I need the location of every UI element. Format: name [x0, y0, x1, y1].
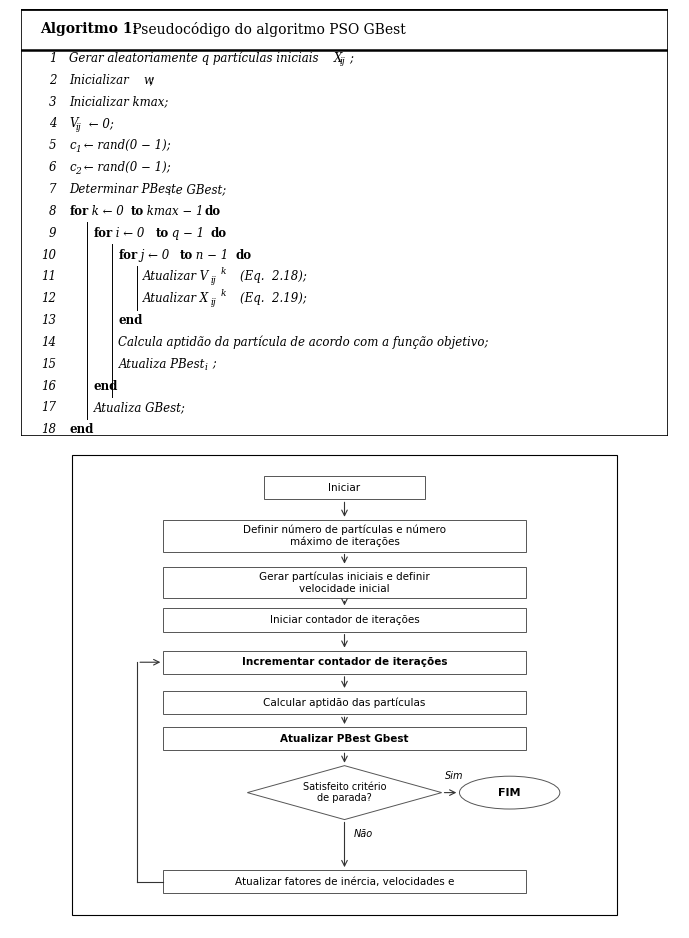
Text: X: X — [333, 52, 342, 65]
Text: Definir número de partículas e número
máximo de iterações: Definir número de partículas e número má… — [243, 524, 446, 547]
Text: Gerar partículas iniciais e definir
velocidade inicial: Gerar partículas iniciais e definir velo… — [259, 571, 430, 594]
Text: Iniciar: Iniciar — [329, 483, 360, 492]
Bar — [163, 520, 526, 552]
Text: Atualizar V: Atualizar V — [143, 270, 209, 283]
Text: Inicializar kmax;: Inicializar kmax; — [69, 96, 169, 109]
Text: Calcula aptidão da partícula de acordo com a função objetivo;: Calcula aptidão da partícula de acordo c… — [119, 336, 489, 349]
Text: kmax − 1: kmax − 1 — [143, 204, 207, 218]
Text: ← rand(0 − 1);: ← rand(0 − 1); — [80, 140, 171, 152]
Text: k ← 0: k ← 0 — [88, 204, 127, 218]
Bar — [72, 455, 617, 915]
Text: Inicializar: Inicializar — [69, 74, 133, 87]
Text: 11: 11 — [41, 270, 56, 283]
Text: ij: ij — [211, 297, 216, 307]
Text: 12: 12 — [41, 293, 56, 305]
Text: 1: 1 — [75, 144, 81, 154]
Text: Não: Não — [354, 829, 373, 839]
Text: Atualiza GBest;: Atualiza GBest; — [94, 401, 186, 415]
Text: k: k — [220, 289, 226, 298]
Text: to: to — [131, 204, 144, 218]
Text: Calcular aptidão das partículas: Calcular aptidão das partículas — [263, 697, 426, 708]
Text: to: to — [180, 249, 193, 262]
Text: k: k — [220, 267, 226, 277]
Text: Satisfeito critério
de parada?: Satisfeito critério de parada? — [302, 781, 387, 804]
Text: 6: 6 — [49, 161, 56, 174]
Bar — [163, 609, 526, 632]
Text: ;: ; — [209, 357, 217, 371]
Text: Pseudocódigo do algoritmo PSO GBest: Pseudocódigo do algoritmo PSO GBest — [127, 22, 405, 37]
Text: end: end — [69, 423, 94, 436]
Text: 8: 8 — [49, 204, 56, 218]
Bar — [263, 477, 425, 500]
Text: 4: 4 — [49, 117, 56, 130]
Text: ij: ij — [211, 276, 216, 285]
Text: 2: 2 — [75, 167, 81, 175]
Text: (Eq.  2.19);: (Eq. 2.19); — [225, 293, 307, 305]
Text: i: i — [167, 189, 171, 197]
Text: for: for — [119, 249, 138, 262]
Text: 5: 5 — [49, 140, 56, 152]
Bar — [163, 870, 526, 893]
Text: ;: ; — [150, 74, 153, 87]
Polygon shape — [247, 765, 442, 820]
Text: do: do — [205, 204, 220, 218]
Text: ← 0;: ← 0; — [85, 117, 114, 130]
Text: Atualiza PBest: Atualiza PBest — [119, 357, 205, 371]
Text: Incrementar contador de iterações: Incrementar contador de iterações — [242, 658, 447, 667]
Text: ;: ; — [349, 52, 353, 65]
Text: q − 1: q − 1 — [167, 227, 207, 240]
Text: j ← 0: j ← 0 — [137, 249, 173, 262]
Text: V: V — [69, 117, 78, 130]
Text: do: do — [211, 227, 227, 240]
Text: c: c — [69, 161, 76, 174]
Text: to: to — [156, 227, 169, 240]
Text: Atualizar X: Atualizar X — [143, 293, 209, 305]
Text: 14: 14 — [41, 336, 56, 349]
Bar — [163, 690, 526, 715]
Ellipse shape — [460, 777, 560, 809]
Bar — [163, 567, 526, 598]
Bar — [163, 651, 526, 673]
Text: for: for — [69, 204, 88, 218]
Text: w: w — [143, 74, 153, 87]
Text: e GBest;: e GBest; — [172, 183, 227, 196]
Text: c: c — [69, 140, 76, 152]
Text: Sim: Sim — [445, 771, 464, 780]
Text: 18: 18 — [41, 423, 56, 436]
Text: Gerar aleatoriamente q partículas iniciais: Gerar aleatoriamente q partículas inicia… — [69, 52, 322, 66]
Text: (Eq.  2.18);: (Eq. 2.18); — [225, 270, 307, 283]
Text: 13: 13 — [41, 314, 56, 327]
Text: 2: 2 — [49, 74, 56, 87]
Text: 15: 15 — [41, 357, 56, 371]
Text: 3: 3 — [49, 96, 56, 109]
Text: ij: ij — [340, 57, 346, 67]
Text: Algoritmo 1:: Algoritmo 1: — [40, 23, 138, 37]
Text: 17: 17 — [41, 401, 56, 415]
Bar — [163, 727, 526, 750]
Text: 10: 10 — [41, 249, 56, 262]
Text: 9: 9 — [49, 227, 56, 240]
Text: ← rand(0 − 1);: ← rand(0 − 1); — [80, 161, 171, 174]
Text: Atualizar fatores de inércia, velocidades e: Atualizar fatores de inércia, velocidade… — [235, 877, 454, 886]
Text: end: end — [119, 314, 143, 327]
Text: i ← 0: i ← 0 — [112, 227, 148, 240]
Text: 1: 1 — [49, 52, 56, 65]
Text: Atualizar PBest Gbest: Atualizar PBest Gbest — [280, 734, 409, 744]
Text: ij: ij — [75, 123, 81, 132]
Text: 7: 7 — [49, 183, 56, 196]
Text: n − 1: n − 1 — [192, 249, 232, 262]
Text: i: i — [205, 363, 207, 372]
Text: do: do — [236, 249, 251, 262]
Text: Determinar PBest: Determinar PBest — [69, 183, 176, 196]
Text: 16: 16 — [41, 380, 56, 393]
Text: Iniciar contador de iterações: Iniciar contador de iterações — [269, 615, 420, 625]
Text: for: for — [94, 227, 113, 240]
Text: end: end — [94, 380, 119, 393]
Text: FIM: FIM — [498, 788, 521, 797]
